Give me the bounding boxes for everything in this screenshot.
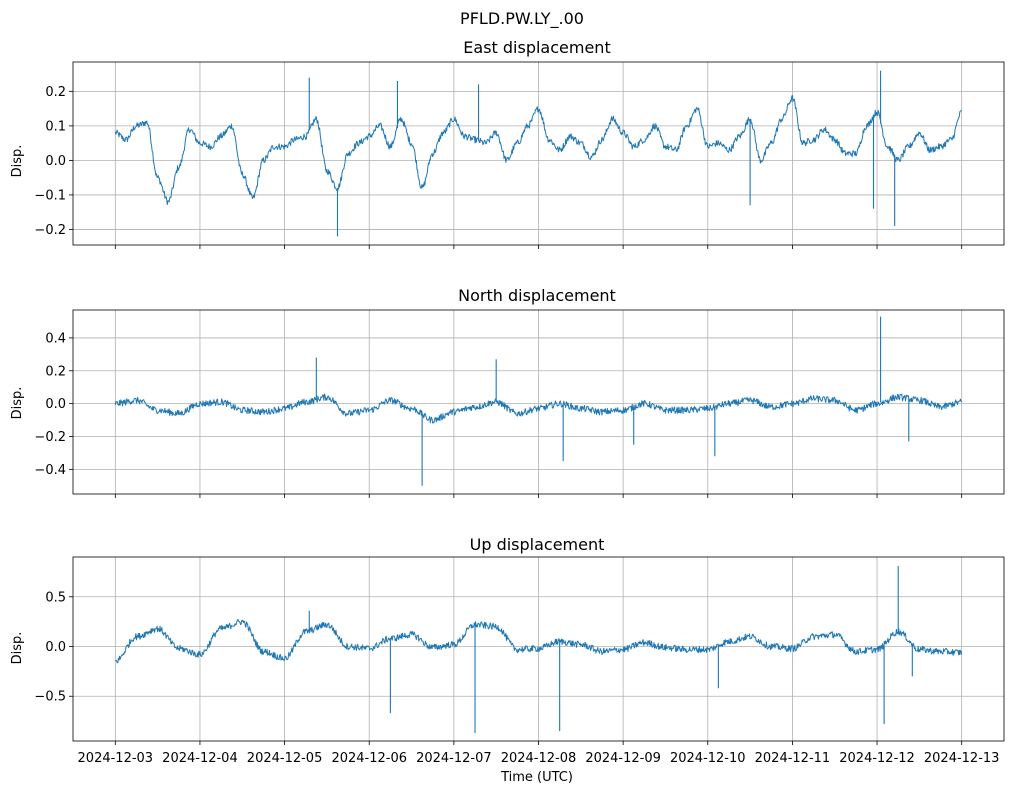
x-tick-label: 2024-12-13 [924, 751, 1000, 766]
y-tick-label: 0.5 [45, 590, 66, 605]
panel-title: Up displacement [470, 535, 605, 554]
panel-title: North displacement [458, 286, 616, 305]
x-tick-label: 2024-12-03 [78, 751, 154, 766]
x-tick-label: 2024-12-12 [839, 751, 915, 766]
y-tick-label: 0.2 [45, 85, 66, 100]
x-tick-label: 2024-12-09 [585, 751, 661, 766]
x-tick-label: 2024-12-05 [247, 751, 323, 766]
y-tick-label: 0.1 [45, 119, 66, 134]
x-tick-label: 2024-12-08 [501, 751, 577, 766]
y-tick-label: 0.0 [45, 397, 66, 412]
axes-frame [72, 61, 1005, 246]
y-tick-label: 0.0 [45, 154, 66, 169]
axes-frame [72, 556, 1005, 742]
y-tick-label: 0.0 [45, 640, 66, 655]
y-tick-label: −0.5 [34, 690, 66, 705]
y-tick-label: 0.4 [45, 331, 66, 346]
east-displacement-panel: East displacement Disp. −0.2 −0.1 0.0 0.1 0.… [10, 38, 1005, 249]
y-tick-label: −0.4 [34, 463, 66, 478]
north-displacement-panel: North displacement Disp. −0.4 −0.2 0.0 0.2 0… [10, 286, 1005, 498]
y-tick-label: 0.2 [45, 364, 66, 379]
figure-suptitle: PFLD.PW.LY_.00 [460, 9, 584, 29]
y-tick-label: −0.2 [34, 430, 66, 445]
displacement-series-line [115, 619, 963, 664]
axes-frame [72, 309, 1005, 495]
displacement-series-line [114, 393, 963, 424]
x-tick-labels: 2024-12-03 2024-12-04 2024-12-05 2024-12-06… [78, 751, 1000, 766]
y-tick-label: −0.2 [34, 223, 66, 238]
y-axis-label: Disp. [10, 632, 25, 665]
panel-title: East displacement [463, 38, 610, 57]
x-tick-label: 2024-12-11 [755, 751, 831, 766]
x-tick-label: 2024-12-04 [162, 751, 238, 766]
x-tick-label: 2024-12-07 [416, 751, 492, 766]
y-axis-label: Disp. [10, 387, 25, 420]
y-tick-label: −0.1 [34, 188, 66, 203]
x-tick-label: 2024-12-06 [331, 751, 407, 766]
x-axis-label: Time (UTC) [500, 770, 573, 785]
displacement-series-line [114, 94, 962, 206]
x-tick-label: 2024-12-10 [670, 751, 746, 766]
y-axis-label: Disp. [10, 145, 25, 178]
up-displacement-panel: Up displacement Disp. −0.5 0.0 0.5 [10, 535, 1005, 745]
